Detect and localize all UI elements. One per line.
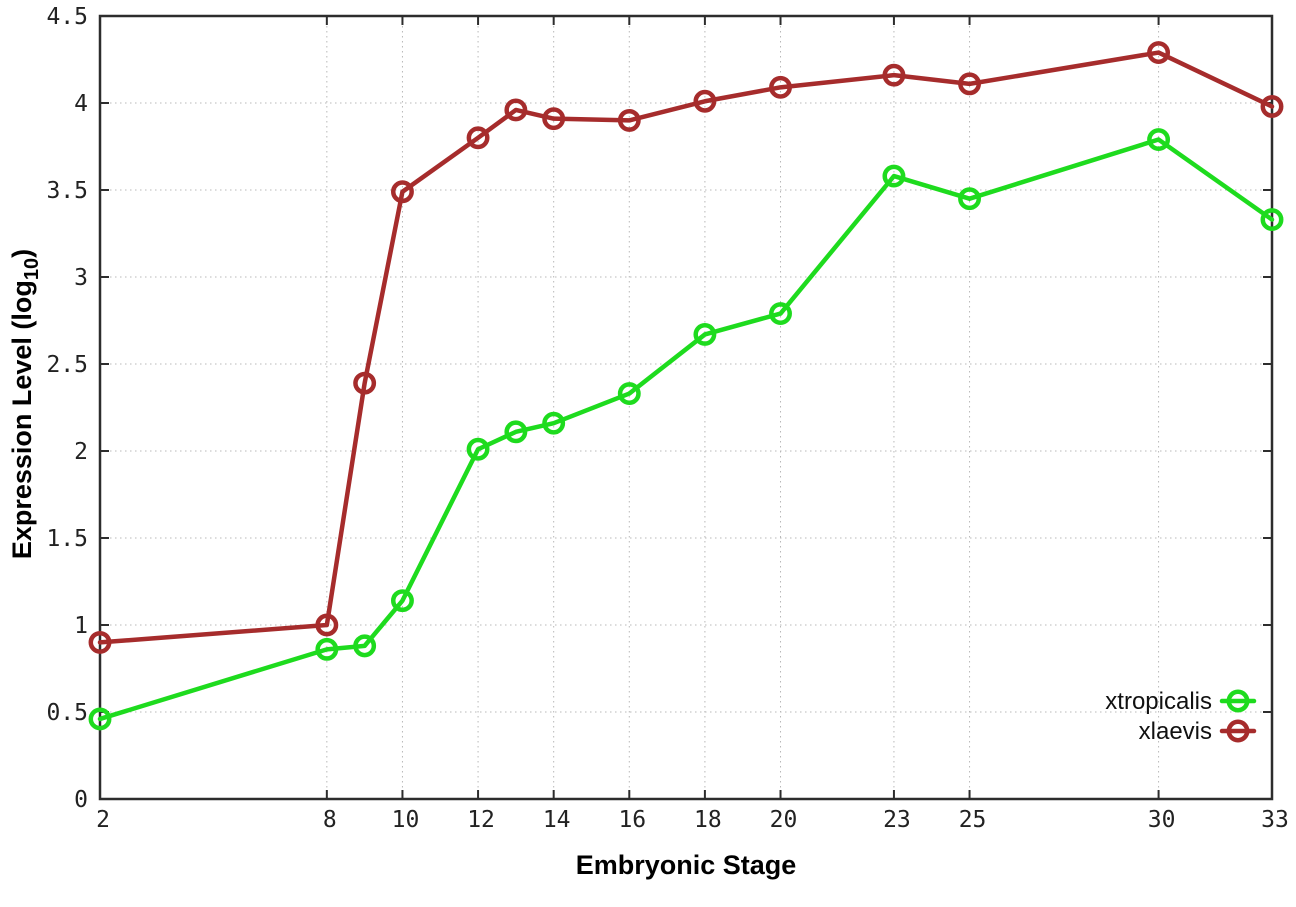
y-tick-label: 1.5 bbox=[46, 526, 88, 552]
y-tick-label: 0 bbox=[74, 787, 88, 813]
grid-layer bbox=[100, 16, 1272, 799]
x-tick-label: 30 bbox=[1148, 807, 1176, 833]
x-tick-label: 23 bbox=[883, 807, 911, 833]
tick-label-layer: 2 8 10 12 14 16 18 20 23 25 30 33 0 0.5 1 1.5 2 2.5 3 3.5 4 4… bbox=[46, 4, 1288, 833]
data-point-xtropicalis bbox=[315, 637, 339, 661]
data-point-xtropicalis bbox=[466, 437, 490, 461]
tick-layer bbox=[99, 15, 1273, 800]
series-line-xlaevis bbox=[97, 50, 1275, 645]
legend-label: xlaevis bbox=[1139, 718, 1212, 745]
x-tick-label: 8 bbox=[323, 807, 337, 833]
y-tick-label: 1 bbox=[74, 613, 88, 639]
y-tick-label: 4 bbox=[74, 91, 88, 117]
plot-border bbox=[98, 14, 1274, 801]
data-point-xlaevis bbox=[315, 613, 339, 637]
data-point-xlaevis bbox=[617, 108, 641, 132]
data-point-xtropicalis bbox=[693, 322, 717, 346]
data-point-xtropicalis bbox=[1147, 128, 1171, 151]
data-point-xtropicalis bbox=[617, 382, 641, 406]
data-point-xtropicalis bbox=[504, 420, 528, 444]
x-tick-label: 10 bbox=[392, 807, 420, 833]
series-layer bbox=[88, 41, 1284, 731]
x-tick-label: 16 bbox=[618, 807, 646, 833]
x-tick-label: 14 bbox=[543, 807, 571, 833]
x-tick-label: 25 bbox=[959, 807, 987, 833]
data-point-xlaevis bbox=[466, 126, 490, 150]
legend-label: xtropicalis bbox=[1105, 688, 1212, 715]
series-xtropicalis bbox=[88, 128, 1284, 731]
data-point-xlaevis bbox=[1260, 95, 1284, 118]
data-point-xtropicalis bbox=[1260, 208, 1284, 232]
x-axis-title: Embryonic Stage bbox=[576, 850, 797, 880]
data-point-xlaevis bbox=[504, 98, 528, 122]
legend-entry-xlaevis: xlaevis bbox=[1139, 718, 1257, 745]
x-tick-label: 20 bbox=[770, 807, 798, 833]
y-axis-title-subscript: 10 bbox=[21, 258, 43, 280]
x-tick-label: 33 bbox=[1261, 807, 1289, 833]
y-tick-label: 3.5 bbox=[46, 178, 88, 204]
data-point-xlaevis bbox=[88, 630, 112, 654]
legend-entry-xtropicalis: xtropicalis bbox=[1105, 688, 1257, 715]
data-point-xtropicalis bbox=[353, 634, 377, 658]
y-tick-label: 2.5 bbox=[46, 352, 88, 378]
y-axis-title: Expression Level (log10) bbox=[7, 249, 43, 559]
x-tick-label: 12 bbox=[467, 807, 495, 833]
data-point-xlaevis bbox=[769, 75, 792, 99]
y-axis-title-close: ) bbox=[7, 249, 37, 258]
data-point-xlaevis bbox=[693, 89, 717, 113]
series-xlaevis bbox=[88, 41, 1284, 654]
data-point-xlaevis bbox=[958, 72, 981, 96]
legend: xtropicalis xlaevis bbox=[1105, 688, 1257, 745]
y-tick-label: 0.5 bbox=[46, 700, 88, 726]
data-point-xtropicalis bbox=[88, 707, 112, 731]
y-tick-label: 2 bbox=[74, 439, 88, 465]
legend-marker bbox=[1226, 689, 1250, 713]
data-point-xtropicalis bbox=[391, 589, 414, 613]
y-tick-label: 4.5 bbox=[46, 4, 88, 30]
x-tick-label: 2 bbox=[96, 807, 110, 833]
y-tick-label: 3 bbox=[74, 265, 88, 291]
legend-marker bbox=[1226, 719, 1250, 743]
data-point-xlaevis bbox=[882, 63, 906, 87]
data-point-xlaevis bbox=[1147, 41, 1171, 64]
data-point-xtropicalis bbox=[958, 187, 981, 211]
data-point-xtropicalis bbox=[882, 164, 906, 188]
data-point-xlaevis bbox=[353, 371, 377, 395]
y-axis-title-main: Expression Level (log bbox=[7, 280, 37, 559]
data-point-xtropicalis bbox=[769, 302, 792, 325]
data-point-xtropicalis bbox=[542, 411, 566, 435]
data-point-xlaevis bbox=[542, 107, 566, 131]
data-point-xlaevis bbox=[391, 180, 414, 204]
x-tick-label: 18 bbox=[694, 807, 722, 833]
series-line-xtropicalis bbox=[97, 137, 1275, 722]
